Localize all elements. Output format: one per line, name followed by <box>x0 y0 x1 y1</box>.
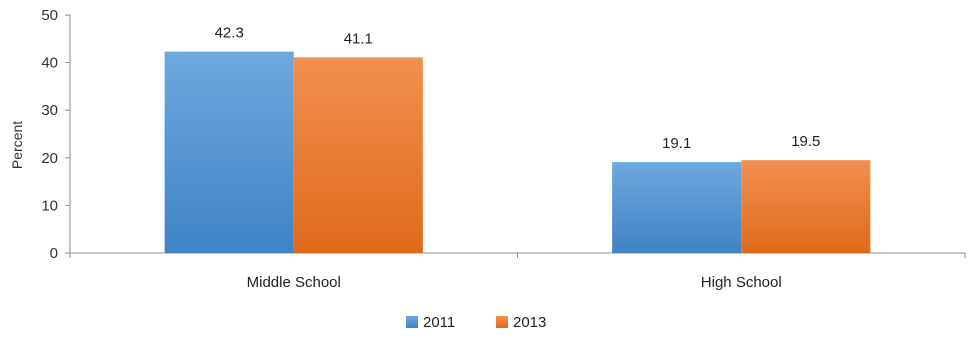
data-label: 42.3 <box>215 25 244 42</box>
y-tick-label: 0 <box>50 245 58 262</box>
bar-2013-high-school <box>741 160 871 253</box>
y-tick-label: 30 <box>41 102 58 119</box>
legend-swatch <box>406 316 418 328</box>
legend-label: 2011 <box>423 314 455 331</box>
data-label: 19.1 <box>662 135 691 152</box>
data-label: 19.5 <box>791 133 820 150</box>
legend-swatch <box>496 316 508 328</box>
data-label: 41.1 <box>344 30 373 47</box>
bar-2013-middle-school <box>293 57 423 253</box>
bar-2011-high-school <box>612 162 742 253</box>
x-category-label: Middle School <box>247 274 341 291</box>
y-tick-label: 50 <box>41 7 58 24</box>
y-tick-label: 10 <box>41 197 58 214</box>
legend-label: 2013 <box>513 314 546 331</box>
y-tick-label: 20 <box>41 150 58 167</box>
bar-2011-middle-school <box>164 51 294 253</box>
y-axis-label: Percent <box>9 121 25 169</box>
x-category-label: High School <box>701 274 782 291</box>
y-tick-label: 40 <box>41 55 58 72</box>
